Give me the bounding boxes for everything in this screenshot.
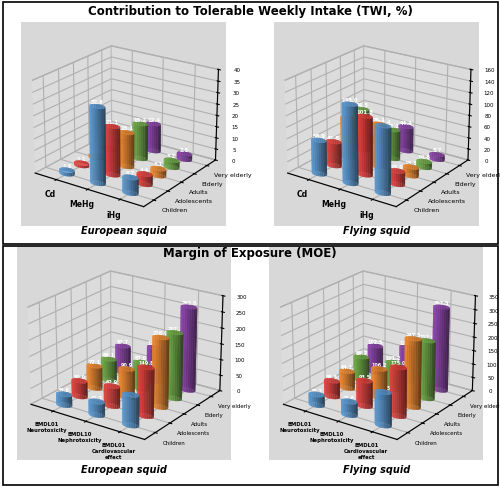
Text: European squid: European squid [81, 226, 166, 237]
Text: Margin of Exposure (MOE): Margin of Exposure (MOE) [163, 247, 337, 260]
Text: European squid: European squid [81, 465, 166, 474]
Text: Flying squid: Flying squid [342, 465, 410, 474]
Text: Flying squid: Flying squid [342, 226, 410, 237]
Text: Contribution to Tolerable Weekly Intake (TWI, %): Contribution to Tolerable Weekly Intake … [88, 5, 412, 18]
